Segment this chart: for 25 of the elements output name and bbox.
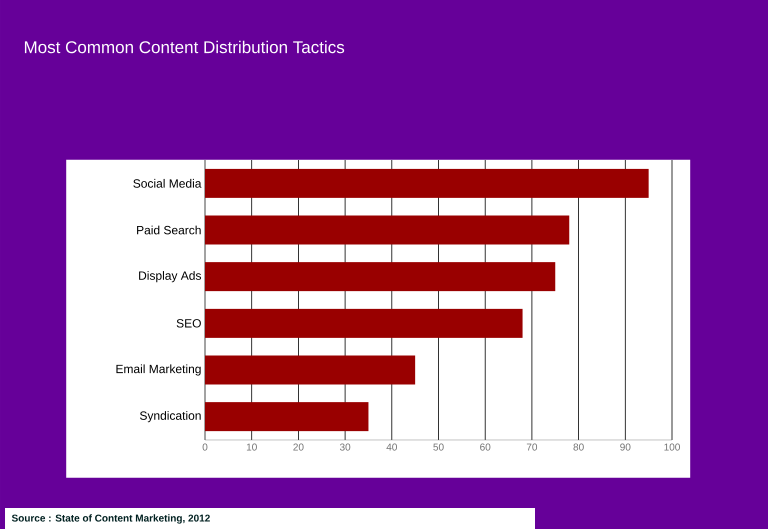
x-tick-label: 60 [480, 444, 490, 451]
x-tick-label: 90 [620, 444, 630, 451]
y-tick-label: SEO [176, 319, 201, 328]
x-tick-label: 100 [664, 444, 680, 451]
y-tick-label: Social Media [133, 178, 202, 188]
x-tick-label: 30 [340, 444, 350, 451]
x-tick-label: 80 [573, 444, 584, 451]
x-tick-label: 50 [433, 444, 444, 451]
bar [205, 168, 649, 198]
x-tick-label: 40 [386, 444, 397, 451]
bar [205, 262, 556, 292]
y-tick-label: Display Ads [139, 271, 202, 282]
bar [205, 308, 523, 338]
x-tick-label: 0 [202, 444, 208, 451]
x-tick-label: 70 [526, 444, 538, 451]
y-tick-label: Email Marketing [116, 364, 201, 376]
source-note: Source : State of Content Marketing, 2012 [12, 514, 210, 524]
bar [205, 355, 416, 384]
bar [205, 215, 570, 244]
x-tick-label: 10 [246, 444, 257, 451]
x-tick-label: 20 [293, 444, 304, 451]
y-tick-label: Syndication [140, 411, 201, 422]
bar [205, 402, 368, 432]
chart-title: Most Common Content Distribution Tactics [24, 40, 344, 54]
y-tick-label: Paid Search [137, 226, 201, 234]
